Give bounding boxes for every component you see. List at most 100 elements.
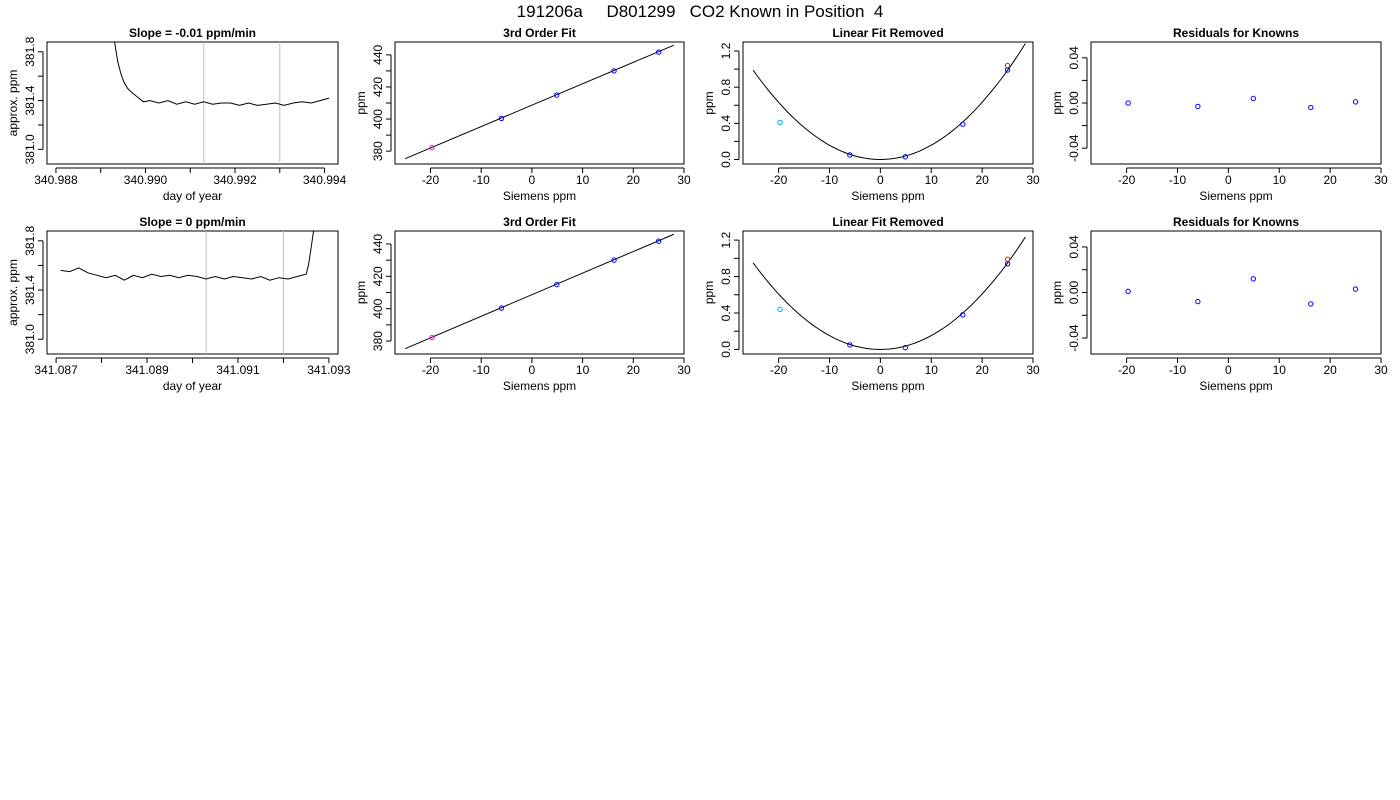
data-point: [1195, 298, 1201, 305]
y-tick-label: 381.4: [23, 85, 37, 115]
y-axis-label: ppm: [702, 281, 716, 304]
x-tick-label: 341.093: [307, 363, 351, 377]
y-tick-label: 381.8: [23, 226, 37, 256]
x-tick-label: 30: [1374, 363, 1388, 377]
panel-title: Residuals for Knowns: [1173, 26, 1299, 40]
panel-1: Slope = -0.01 ppm/min 340.988 340.990 340.9…: [6, 26, 347, 203]
data-point: [847, 152, 853, 158]
data-point: [429, 334, 435, 341]
panel-title: Slope = 0 ppm/min: [139, 215, 245, 229]
y-tick-label: 440: [371, 45, 385, 65]
data-point: [429, 144, 435, 151]
panel-title: 3rd Order Fit: [503, 215, 576, 229]
x-tick-label: 20: [627, 173, 641, 187]
data-point: [902, 154, 908, 160]
x-tick-label: 0: [529, 363, 536, 377]
y-tick-label: 0.0: [719, 151, 733, 168]
plot-area: [752, 236, 1026, 351]
x-tick-label: -20: [770, 363, 788, 377]
y-tick-label: 440: [371, 234, 385, 254]
y-tick-label: 400: [371, 109, 385, 129]
x-tick-label: 20: [1323, 173, 1337, 187]
data-point: [1352, 99, 1359, 105]
y-tick-label: -0.04: [1067, 134, 1081, 162]
x-tick-label: -20: [770, 173, 788, 187]
y-axis-label: approx. ppm: [6, 70, 20, 137]
y-tick-label: 420: [371, 77, 385, 97]
y-axis-label: ppm: [1050, 281, 1064, 304]
x-tick-label: 30: [677, 173, 691, 187]
x-tick-label: 10: [925, 363, 939, 377]
plot-frame: [394, 230, 685, 355]
x-tick-label: 20: [975, 173, 989, 187]
panel-3: Linear Fit Removed -20 -10 0 10 20 30 Siemens p…: [702, 26, 1040, 203]
data-point: [655, 49, 662, 55]
data-point: [611, 68, 617, 74]
x-tick-label: 341.091: [216, 363, 260, 377]
x-tick-label: 340.990: [124, 173, 168, 187]
y-axis-label: ppm: [702, 91, 716, 114]
panel-title: Linear Fit Removed: [832, 26, 943, 40]
x-tick-label: -20: [422, 173, 440, 187]
x-tick-label: 0: [877, 173, 884, 187]
x-tick-label: 341.087: [34, 363, 78, 377]
data-point: [554, 281, 560, 288]
x-tick-label: 30: [1026, 363, 1040, 377]
x-tick-label: 10: [925, 173, 939, 187]
data-point: [1004, 62, 1011, 69]
plot-frame: [1090, 41, 1382, 165]
plot-area: [404, 44, 675, 160]
data-point: [1125, 288, 1131, 295]
fit-curve: [752, 43, 1026, 160]
data-point: [1195, 103, 1201, 110]
data-point: [777, 306, 783, 313]
y-tick-label: 381.4: [23, 275, 37, 305]
data-point: [960, 121, 966, 127]
x-tick-label: 0: [529, 173, 536, 187]
data-point: [777, 119, 783, 126]
data-point: [498, 305, 505, 311]
data-point: [655, 238, 662, 244]
y-tick-label: 0.00: [1067, 280, 1081, 304]
y-tick-label: -0.04: [1067, 324, 1081, 352]
x-tick-label: -10: [473, 363, 491, 377]
y-axis-label: approx. ppm: [6, 259, 20, 326]
y-tick-label: 0.8: [719, 79, 733, 96]
x-tick-label: -10: [1169, 363, 1187, 377]
panel-7: Linear Fit Removed -20 -10 0 10 20 30 Siemens p…: [702, 215, 1040, 393]
x-axis-label: Siemens ppm: [851, 189, 924, 203]
panel-title: Linear Fit Removed: [832, 215, 943, 229]
x-axis-label: day of year: [163, 379, 222, 393]
plot-area: [1125, 276, 1359, 307]
plot-frame: [46, 230, 339, 355]
data-point: [498, 115, 505, 122]
x-tick-label: 340.994: [303, 173, 347, 187]
y-tick-label: 381.0: [23, 324, 37, 354]
x-tick-label: 10: [1273, 173, 1287, 187]
page-title: 191206a D801299 CO2 Known in Position 4: [516, 2, 884, 21]
y-tick-label: 380: [371, 331, 385, 351]
panel-5: Slope = 0 ppm/min 341.087 341.089 341.091 34…: [6, 215, 351, 393]
y-axis-label: ppm: [354, 91, 368, 114]
data-point: [1308, 104, 1314, 111]
x-tick-label: 340.988: [34, 173, 78, 187]
panel-title: 3rd Order Fit: [503, 26, 576, 40]
x-tick-label: 340.992: [213, 173, 257, 187]
y-tick-label: 380: [371, 141, 385, 161]
data-point: [1308, 301, 1314, 307]
y-tick-label: 0.0: [719, 341, 733, 358]
y-tick-label: 400: [371, 298, 385, 318]
plot-area: [114, 42, 330, 164]
x-tick-label: -10: [821, 173, 839, 187]
x-axis-label: Siemens ppm: [503, 189, 576, 203]
y-tick-label: 0.04: [1067, 46, 1081, 70]
x-tick-label: 10: [1273, 363, 1287, 377]
plot-frame: [46, 41, 339, 165]
plot-frame: [742, 230, 1034, 355]
panel-title: Slope = -0.01 ppm/min: [129, 26, 256, 40]
x-tick-label: 0: [877, 363, 884, 377]
x-axis-label: Siemens ppm: [1199, 379, 1272, 393]
x-tick-label: 30: [677, 363, 691, 377]
x-tick-label: 0: [1225, 363, 1232, 377]
